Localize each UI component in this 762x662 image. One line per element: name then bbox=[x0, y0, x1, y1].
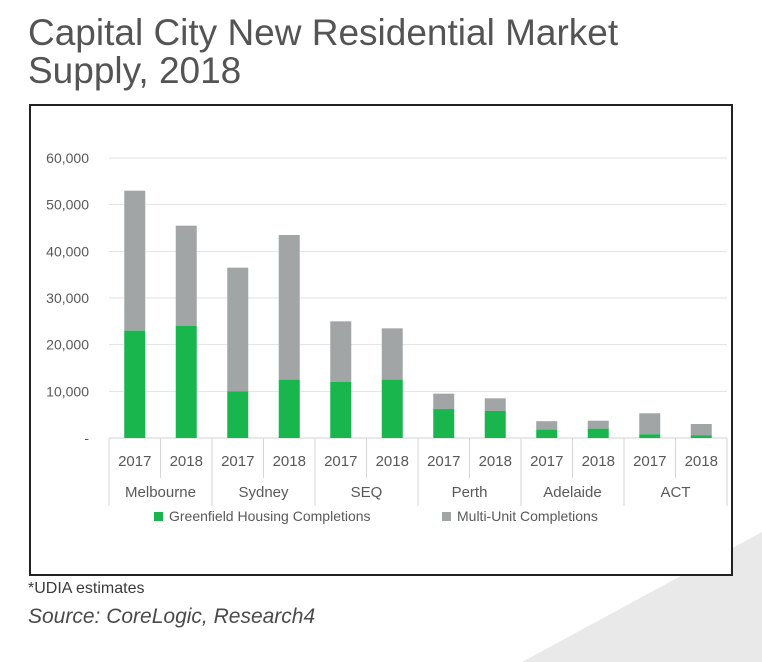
bar-multi-unit bbox=[536, 421, 558, 430]
x-group-label: Melbourne bbox=[125, 484, 196, 501]
y-tick-label: 60,000 bbox=[46, 150, 89, 166]
bar-greenfield bbox=[330, 382, 352, 438]
x-tick-label-year: 2017 bbox=[221, 453, 254, 470]
bar-multi-unit bbox=[227, 267, 249, 392]
x-tick-label-year: 2018 bbox=[685, 453, 718, 470]
bar-multi-unit bbox=[330, 321, 352, 382]
bar-greenfield bbox=[175, 326, 197, 438]
bar-greenfield bbox=[690, 435, 712, 438]
x-tick-label-year: 2018 bbox=[479, 453, 512, 470]
legend-swatch bbox=[442, 512, 451, 521]
x-tick-label-year: 2017 bbox=[633, 453, 666, 470]
legend-swatch bbox=[154, 512, 163, 521]
x-tick-label-year: 2018 bbox=[170, 453, 203, 470]
bar-greenfield bbox=[227, 391, 249, 438]
bar-multi-unit bbox=[124, 190, 146, 331]
title-line-2: Supply, 2018 bbox=[28, 50, 242, 91]
source-note: Source: CoreLogic, Research4 bbox=[28, 605, 316, 628]
x-group-label: SEQ bbox=[351, 484, 383, 501]
legend-label: Greenfield Housing Completions bbox=[169, 508, 371, 524]
y-tick-label: 50,000 bbox=[46, 197, 89, 213]
bar-multi-unit bbox=[484, 398, 506, 411]
bar-greenfield bbox=[381, 379, 403, 438]
y-tick-label: 40,000 bbox=[46, 243, 89, 259]
bar-greenfield bbox=[484, 410, 506, 438]
bar-greenfield bbox=[278, 379, 300, 438]
x-tick-label-year: 2017 bbox=[530, 453, 563, 470]
bar-multi-unit bbox=[433, 393, 455, 410]
bar-greenfield bbox=[587, 428, 609, 438]
bar-multi-unit bbox=[278, 235, 300, 380]
bar-multi-unit bbox=[690, 424, 712, 436]
y-tick-label: 30,000 bbox=[46, 290, 89, 306]
bar-greenfield bbox=[639, 434, 661, 438]
x-tick-label-year: 2017 bbox=[427, 453, 460, 470]
bar-greenfield bbox=[433, 409, 455, 438]
x-tick-label-year: 2018 bbox=[376, 453, 409, 470]
legend-label: Multi-Unit Completions bbox=[457, 508, 598, 524]
chart-frame: - 10,000 20,000 30,000 40,000 50,000 60,000 201… bbox=[29, 104, 733, 576]
y-tick-label: - bbox=[84, 430, 89, 446]
page-title: Capital City New Residential Market Supp… bbox=[28, 14, 618, 90]
footnote: *UDIA estimates bbox=[28, 580, 145, 597]
y-tick-label: 10,000 bbox=[46, 383, 89, 399]
x-tick-label-year: 2017 bbox=[118, 453, 151, 470]
bar-greenfield bbox=[536, 429, 558, 438]
x-tick-label-year: 2017 bbox=[324, 453, 357, 470]
x-group-label: Perth bbox=[452, 484, 488, 501]
y-tick-label: 20,000 bbox=[46, 337, 89, 353]
bar-greenfield bbox=[124, 330, 146, 438]
x-group-label: Sydney bbox=[238, 484, 289, 501]
title-line-1: Capital City New Residential Market bbox=[28, 12, 619, 53]
bar-multi-unit bbox=[175, 225, 197, 326]
bar-multi-unit bbox=[587, 420, 609, 429]
bar-multi-unit bbox=[639, 413, 661, 435]
x-group-label: ACT bbox=[661, 484, 691, 501]
bar-multi-unit bbox=[381, 328, 403, 380]
x-tick-label-year: 2018 bbox=[582, 453, 615, 470]
stacked-bar-chart: - 10,000 20,000 30,000 40,000 50,000 60,000 201… bbox=[46, 150, 728, 524]
x-tick-label-year: 2018 bbox=[273, 453, 306, 470]
x-group-label: Adelaide bbox=[543, 484, 601, 501]
